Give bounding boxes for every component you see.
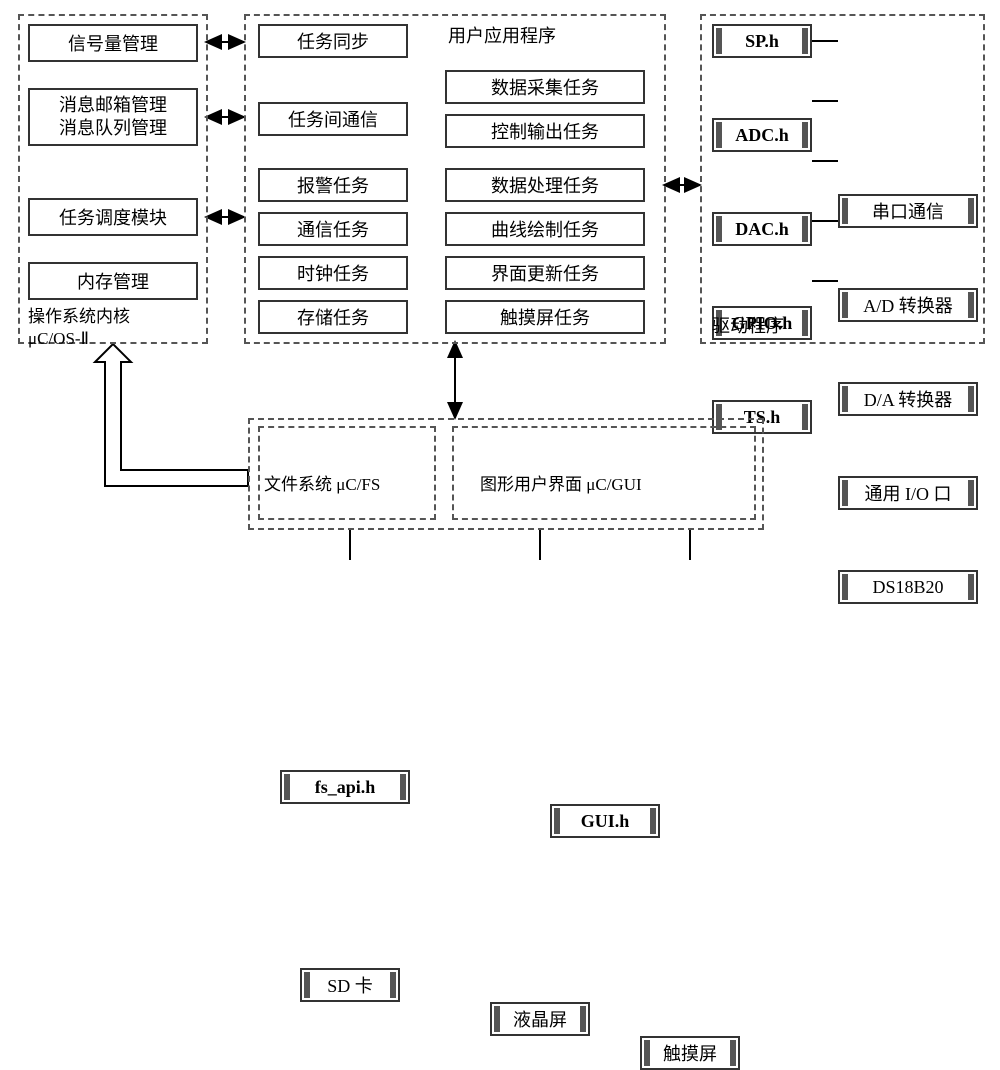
box-mail-label: 消息邮箱管理 消息队列管理: [59, 94, 167, 141]
box-proc-label: 数据处理任务: [491, 172, 599, 198]
fs-caption: 文件系统 μC/FS: [264, 470, 380, 495]
stripe-icon: [802, 404, 808, 430]
driver-header-2: DAC.h: [712, 212, 812, 246]
box-mem-label: 内存管理: [77, 268, 149, 294]
box-touch: 触摸屏任务: [445, 300, 645, 334]
box-alarm-label: 报警任务: [297, 172, 369, 198]
gui-caption: 图形用户界面 μC/GUI: [480, 470, 642, 495]
box-proc: 数据处理任务: [445, 168, 645, 202]
driver-header-label: SP.h: [745, 31, 779, 52]
stripe-icon: [390, 972, 396, 998]
bottom-device-2: 触摸屏: [640, 1036, 740, 1070]
driver-device-0: 串口通信: [838, 194, 978, 228]
box-sem: 信号量管理: [28, 24, 198, 62]
stripe-icon: [802, 28, 808, 54]
bottom-device-0: SD 卡: [300, 968, 400, 1002]
bottom-device-1: 液晶屏: [490, 1002, 590, 1036]
driver-device-label: 串口通信: [872, 198, 944, 224]
stripe-icon: [554, 808, 560, 834]
box-store-label: 存储任务: [297, 304, 369, 330]
stripe-icon: [968, 198, 974, 224]
box-clock: 时钟任务: [258, 256, 408, 290]
box-mail: 消息邮箱管理 消息队列管理: [28, 88, 198, 146]
stripe-icon: [968, 480, 974, 506]
box-ctrl: 控制输出任务: [445, 114, 645, 148]
driver-device-label: DS18B20: [872, 577, 943, 598]
stripe-icon: [400, 774, 406, 800]
stripe-icon: [304, 972, 310, 998]
box-curve-label: 曲线绘制任务: [491, 216, 599, 242]
driver-device-label: 通用 I/O 口: [865, 480, 952, 506]
stripe-icon: [716, 122, 722, 148]
box-sync-label: 任务同步: [297, 28, 369, 54]
bottom-device-label: SD 卡: [327, 972, 373, 998]
driver-header-label: ADC.h: [735, 125, 789, 146]
box-ipc-label: 任务间通信: [288, 106, 378, 132]
stripe-icon: [968, 574, 974, 600]
stripe-icon: [802, 216, 808, 242]
stripe-icon: [802, 310, 808, 336]
box-alarm: 报警任务: [258, 168, 408, 202]
stripe-icon: [494, 1006, 500, 1032]
stripe-icon: [842, 480, 848, 506]
box-commtask: 通信任务: [258, 212, 408, 246]
app-title: 用户应用程序: [448, 22, 556, 48]
stripe-icon: [644, 1040, 650, 1066]
box-ui: 界面更新任务: [445, 256, 645, 290]
fs-header-box: fs_api.h: [280, 770, 410, 804]
stripe-icon: [842, 292, 848, 318]
box-sem-label: 信号量管理: [68, 30, 158, 56]
stripe-icon: [842, 198, 848, 224]
driver-device-2: D/A 转换器: [838, 382, 978, 416]
driver-header-0: SP.h: [712, 24, 812, 58]
bottom-device-label: 触摸屏: [663, 1040, 717, 1066]
stripe-icon: [580, 1006, 586, 1032]
stripe-icon: [802, 122, 808, 148]
box-commtask-label: 通信任务: [297, 216, 369, 242]
stripe-icon: [716, 216, 722, 242]
stripe-icon: [968, 386, 974, 412]
bottom-device-label: 液晶屏: [513, 1006, 567, 1032]
box-collect-label: 数据采集任务: [491, 74, 599, 100]
stripe-icon: [968, 292, 974, 318]
box-collect: 数据采集任务: [445, 70, 645, 104]
driver-header-1: ADC.h: [712, 118, 812, 152]
box-sched: 任务调度模块: [28, 198, 198, 236]
kernel-caption: 操作系统内核 μC/OS-Ⅱ: [28, 306, 130, 350]
box-store: 存储任务: [258, 300, 408, 334]
driver-device-label: A/D 转换器: [863, 292, 953, 318]
box-ctrl-label: 控制输出任务: [491, 118, 599, 144]
driver-device-4: DS18B20: [838, 570, 978, 604]
driver-header-label: DAC.h: [735, 219, 789, 240]
fs-header-label: fs_api.h: [315, 777, 376, 798]
gui-header-box: GUI.h: [550, 804, 660, 838]
box-mem: 内存管理: [28, 262, 198, 300]
box-ipc: 任务间通信: [258, 102, 408, 136]
gui-header-label: GUI.h: [581, 811, 630, 832]
box-ui-label: 界面更新任务: [491, 260, 599, 286]
box-touch-label: 触摸屏任务: [500, 304, 590, 330]
stripe-icon: [842, 386, 848, 412]
box-curve: 曲线绘制任务: [445, 212, 645, 246]
driver-device-3: 通用 I/O 口: [838, 476, 978, 510]
stripe-icon: [730, 1040, 736, 1066]
box-sync: 任务同步: [258, 24, 408, 58]
stripe-icon: [650, 808, 656, 834]
driver-device-label: D/A 转换器: [864, 386, 953, 412]
stripe-icon: [284, 774, 290, 800]
stripe-icon: [842, 574, 848, 600]
stripe-icon: [716, 28, 722, 54]
box-clock-label: 时钟任务: [297, 260, 369, 286]
box-sched-label: 任务调度模块: [59, 204, 167, 230]
driver-caption: 驱动程序: [712, 312, 784, 338]
driver-device-1: A/D 转换器: [838, 288, 978, 322]
